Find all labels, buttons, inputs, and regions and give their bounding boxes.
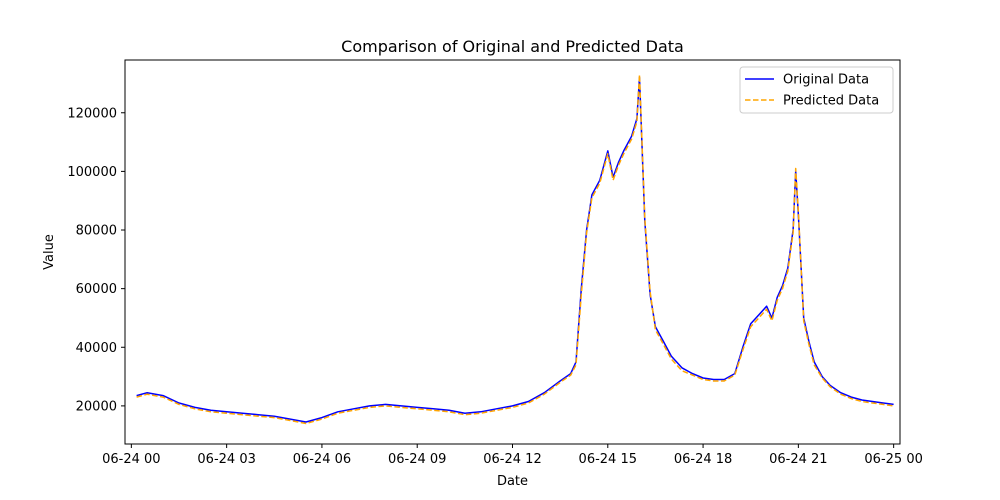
x-tick-label: 06-24 09 — [388, 452, 446, 467]
x-tick-label: 06-24 12 — [483, 452, 541, 467]
x-axis-label: Date — [497, 474, 528, 489]
y-tick-label: 80000 — [76, 224, 117, 239]
legend-label: Predicted Data — [783, 94, 879, 109]
x-tick-label: 06-24 21 — [769, 452, 827, 467]
x-tick-label: 06-24 00 — [102, 452, 160, 467]
y-axis: 20000 40000 60000 80000 100000 120000 — [67, 106, 125, 414]
series-layer — [136, 73, 894, 425]
y-tick-label: 20000 — [76, 399, 117, 414]
y-tick-label: 40000 — [76, 341, 117, 356]
x-axis: 06-24 00 06-24 03 06-24 06 06-24 09 06-24 12… — [102, 444, 923, 467]
y-axis-label: Value — [42, 234, 57, 270]
y-tick-label: 60000 — [76, 282, 117, 297]
x-tick-label: 06-24 15 — [579, 452, 637, 467]
y-tick-label: 120000 — [67, 106, 117, 121]
x-tick-label: 06-25 00 — [864, 452, 922, 467]
series-line-original-data — [136, 76, 894, 423]
legend-frame — [739, 66, 894, 114]
y-tick-label: 100000 — [67, 165, 117, 180]
legend: Original Data Predicted Data — [739, 66, 894, 114]
x-tick-label: 06-24 06 — [293, 452, 351, 467]
series-line-predicted-data — [136, 73, 894, 425]
x-tick-label: 06-24 03 — [197, 452, 255, 467]
chart-title: Comparison of Original and Predicted Dat… — [341, 37, 684, 56]
x-tick-label: 06-24 18 — [674, 452, 732, 467]
legend-label: Original Data — [783, 73, 869, 88]
plot-area-frame — [124, 59, 901, 445]
